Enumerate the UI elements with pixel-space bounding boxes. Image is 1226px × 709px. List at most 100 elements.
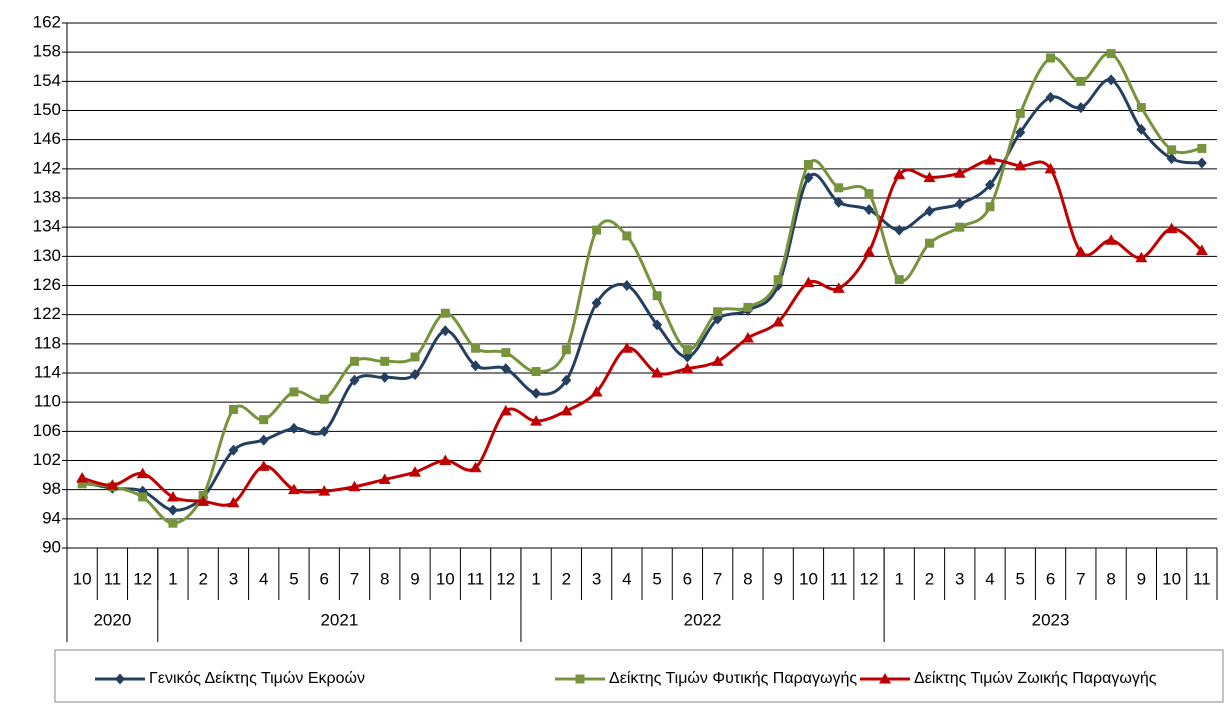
point (803, 172, 814, 184)
y-tick-label: 130 (33, 246, 61, 265)
point (319, 394, 329, 404)
point (138, 492, 148, 502)
x-tick-label: 6 (683, 569, 692, 588)
point (1136, 103, 1146, 113)
point (257, 460, 270, 471)
x-tick-label: 9 (410, 569, 419, 588)
point (560, 404, 573, 416)
point (985, 202, 995, 212)
point (1076, 76, 1086, 86)
point (1045, 91, 1056, 103)
point (499, 404, 512, 416)
point (681, 362, 694, 374)
legend: Γενικός Δείκτης Τιμών Εκροών Δείκτης Τιμώ… (95, 670, 1157, 687)
point (470, 360, 481, 372)
point (349, 374, 360, 386)
y-tick-label: 90 (42, 537, 61, 556)
legend-label: Δείκτης Τιμών Φυτικής Παραγωγής (609, 670, 857, 687)
point (1195, 244, 1208, 255)
x-tick-label: 2 (198, 569, 207, 588)
x-tick-label: 5 (652, 569, 661, 588)
point (440, 308, 450, 318)
y-tick-label: 142 (33, 158, 61, 177)
point (319, 425, 330, 437)
point (682, 351, 693, 363)
y-tick-label: 154 (33, 71, 61, 90)
point (530, 415, 543, 426)
x-tick-label: 8 (1106, 569, 1115, 588)
point (773, 275, 783, 285)
point (985, 179, 996, 191)
x-tick-label: 11 (467, 569, 485, 588)
point (743, 302, 753, 312)
point (1075, 102, 1086, 114)
point (409, 466, 422, 477)
y-tick-label: 122 (33, 304, 61, 323)
point (561, 345, 571, 355)
legend-marker (575, 674, 585, 684)
x-tick-label: 11 (104, 569, 122, 588)
point (1166, 153, 1177, 165)
point (1015, 108, 1025, 118)
point (923, 171, 936, 183)
point (287, 483, 300, 495)
point (1135, 251, 1148, 263)
legend-box (54, 649, 1224, 703)
point (168, 518, 178, 528)
x-tick-label: 10 (799, 569, 818, 588)
point (378, 473, 391, 484)
x-tick-label: 12 (496, 569, 515, 588)
x-tick-label: 5 (1016, 569, 1025, 588)
point (501, 348, 511, 358)
legend-marker (879, 673, 891, 684)
legend-marker (115, 673, 125, 685)
x-tick-label: 6 (1046, 569, 1055, 588)
point (289, 387, 299, 397)
point (954, 198, 965, 210)
point (288, 422, 299, 434)
y-tick-label: 98 (42, 479, 61, 498)
x-tick-label: 4 (622, 569, 631, 588)
x-tick-label: 10 (1162, 569, 1181, 588)
point (561, 374, 572, 386)
point (802, 276, 815, 288)
point (894, 275, 904, 285)
y-tick-label: 114 (34, 362, 61, 381)
point (893, 168, 906, 180)
x-tick-label: 1 (895, 569, 904, 588)
point (984, 154, 997, 165)
point (76, 472, 89, 483)
point (590, 385, 603, 397)
point (1136, 123, 1147, 135)
y-tick-label: 94 (42, 508, 61, 527)
point (741, 332, 754, 343)
point (1106, 49, 1116, 59)
point (862, 245, 875, 257)
point (652, 319, 663, 331)
series-line (81, 158, 1203, 507)
point (350, 356, 359, 366)
point (592, 225, 602, 235)
point (863, 204, 874, 216)
point (471, 343, 481, 353)
point (258, 434, 269, 446)
y-tick-label: 134 (33, 217, 61, 236)
point (1165, 222, 1178, 234)
y-tick-label: 146 (33, 129, 61, 148)
point (259, 415, 269, 425)
point (864, 189, 874, 199)
point (167, 504, 178, 516)
point (1197, 143, 1207, 153)
x-tick-label: 4 (985, 569, 994, 588)
series-line (81, 78, 1203, 512)
point (1015, 126, 1026, 138)
x-tick-label: 12 (860, 569, 879, 588)
x-tick-label: 4 (259, 569, 268, 588)
x-tick-label: 7 (350, 569, 359, 588)
legend-label: Δείκτης Τιμών Ζωικής Παραγωγής (914, 670, 1157, 687)
point (834, 183, 844, 193)
point (651, 367, 664, 378)
x-tick-label: 11 (1193, 569, 1211, 588)
